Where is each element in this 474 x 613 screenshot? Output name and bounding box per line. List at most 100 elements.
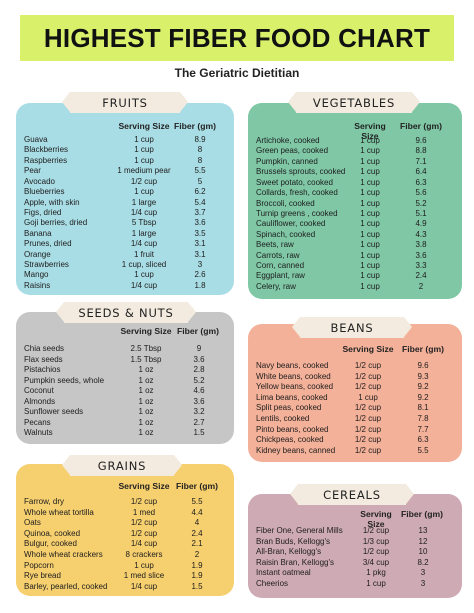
fiber-value: 1.5 bbox=[193, 428, 205, 437]
food-name: Corn, canned bbox=[256, 261, 305, 271]
food-name: Instant oatmeal bbox=[256, 568, 311, 578]
vegetables-label: VEGETABLES bbox=[288, 92, 420, 113]
table-row: Celery, raw 1 cup 2 bbox=[256, 282, 445, 292]
fiber-value: 2 bbox=[194, 549, 200, 559]
food-name: Split peas, cooked bbox=[256, 403, 322, 413]
table-row: Raisins 1/4 cup 1.8 bbox=[24, 281, 220, 291]
food-name: Cheerios bbox=[256, 578, 289, 588]
serving-size: 1 oz bbox=[138, 417, 154, 427]
table-row: Pistachios 1 oz 2.8 bbox=[24, 365, 224, 376]
food-name: Strawberries bbox=[24, 260, 69, 270]
serving-size: 1/2 cup bbox=[130, 528, 158, 538]
food-name: Collards, fresh, cooked bbox=[256, 188, 338, 198]
table-row: Cauliflower, cooked 1 cup 4.9 bbox=[256, 219, 445, 229]
serving-size: 1 cup bbox=[360, 146, 380, 156]
fiber-value: 8.9 bbox=[194, 135, 206, 144]
fiber-value: 3 bbox=[197, 260, 203, 270]
food-name: Banana bbox=[24, 228, 52, 238]
fiber-value: 9.6 bbox=[417, 361, 429, 370]
fiber-value: 6.4 bbox=[415, 167, 427, 177]
food-name: Carrots, raw bbox=[256, 250, 300, 260]
food-name: Chickpeas, cooked bbox=[256, 435, 324, 445]
food-name: Beets, raw bbox=[256, 240, 294, 250]
food-name: Figs, dried bbox=[24, 207, 62, 217]
food-name: Whole wheat crackers bbox=[24, 549, 103, 559]
serving-size: 1/2 cup bbox=[354, 413, 382, 423]
serving-size: 1 cup bbox=[360, 167, 380, 177]
fiber-value: 8 bbox=[197, 145, 203, 155]
serving-size: 1 cup bbox=[134, 135, 154, 144]
food-name: Flax seeds bbox=[24, 354, 63, 364]
serving-size: 1 cup bbox=[360, 271, 380, 281]
fiber-value: 3.6 bbox=[193, 354, 205, 364]
fiber-header: Fiber (gm) bbox=[401, 344, 444, 354]
food-name: Avocado bbox=[24, 176, 55, 186]
serving-size: 1 cup bbox=[134, 560, 154, 570]
food-name: Coconut bbox=[24, 386, 54, 395]
food-table: Farrow, dry 1/2 cup 5.5 Whole wheat tortill… bbox=[24, 497, 222, 592]
serving-size: 5 Tbsp bbox=[131, 218, 157, 228]
table-row: Fiber One, General Mills 1/2 cup 13 bbox=[256, 526, 446, 537]
table-row: Cheerios 1 cup 3 bbox=[256, 579, 446, 590]
serving-size: 1 cup bbox=[360, 250, 380, 260]
fiber-value: 3.6 bbox=[415, 250, 427, 260]
fiber-value: 4.6 bbox=[193, 386, 205, 395]
seeds-nuts-card: Serving Size Fiber (gm) Chia seeds 2.5 Tbsp… bbox=[16, 312, 234, 444]
food-name: Turnip greens , cooked bbox=[256, 208, 338, 218]
food-name: Goji berries, dried bbox=[24, 218, 88, 228]
fiber-value: 2.4 bbox=[191, 528, 203, 538]
serving-size: 1/3 cup bbox=[362, 536, 390, 546]
table-row: Quinoa, cooked 1/2 cup 2.4 bbox=[24, 529, 222, 540]
fiber-value: 6.2 bbox=[194, 187, 206, 197]
fiber-value: 7.7 bbox=[417, 424, 429, 434]
table-row: Lentils, cooked 1/2 cup 7.8 bbox=[256, 414, 448, 425]
fiber-value: 4 bbox=[194, 518, 200, 528]
table-row: Spinach, cooked 1 cup 4.3 bbox=[256, 230, 445, 240]
serving-size: 1 cup bbox=[360, 229, 380, 239]
serving-size: 1/2 cup bbox=[354, 361, 382, 370]
food-name: Sunflower seeds bbox=[24, 407, 84, 416]
table-row: Whole wheat crackers 8 crackers 2 bbox=[24, 550, 222, 561]
serving-size: 1 oz bbox=[138, 428, 154, 437]
fiber-value: 2.8 bbox=[193, 365, 205, 374]
fiber-value: 3.6 bbox=[194, 218, 206, 228]
food-table: Artichoke, cooked 1 cup 9.6 Green peas, coo… bbox=[256, 136, 445, 292]
food-name: Chia seeds bbox=[24, 344, 65, 353]
serving-size: 1/2 cup bbox=[130, 497, 158, 506]
fiber-value: 8.2 bbox=[417, 557, 429, 567]
table-row: Apple, with skin 1 large 5.4 bbox=[24, 198, 220, 208]
serving-size: 1/2 cup bbox=[130, 176, 158, 186]
grains-card: Serving Size Fiber (gm) Farrow, dry 1/2 cup… bbox=[16, 464, 234, 596]
serving-size: 1 cup, sliced bbox=[121, 260, 167, 270]
table-row: Avocado 1/2 cup 5 bbox=[24, 177, 220, 187]
table-row: Pecans 1 oz 2.7 bbox=[24, 418, 224, 429]
fiber-value: 10 bbox=[418, 547, 428, 557]
fiber-value: 3.3 bbox=[415, 261, 427, 271]
table-row: Guava 1 cup 8.9 bbox=[24, 135, 220, 145]
table-row: Strawberries 1 cup, sliced 3 bbox=[24, 260, 220, 270]
fiber-value: 3.1 bbox=[194, 239, 206, 249]
serving-size: 1/2 cup bbox=[130, 518, 158, 528]
food-name: Rye bread bbox=[24, 571, 61, 581]
table-row: Eggplant, raw 1 cup 2.4 bbox=[256, 271, 445, 281]
serving-size: 1 cup bbox=[366, 578, 386, 588]
fiber-value: 2.1 bbox=[191, 539, 203, 549]
fiber-value: 5.5 bbox=[194, 166, 206, 176]
seeds-nuts-label: SEEDS & NUTS bbox=[56, 302, 196, 323]
table-row: Goji berries, dried 5 Tbsp 3.6 bbox=[24, 218, 220, 228]
fiber-value: 3.7 bbox=[194, 207, 206, 217]
serving-size: 1 cup bbox=[360, 281, 380, 291]
food-name: Lentils, cooked bbox=[256, 413, 310, 423]
food-name: Bran Buds, Kellogg's bbox=[256, 536, 331, 546]
food-name: Cauliflower, cooked bbox=[256, 219, 326, 229]
serving-size-header: Serving Size bbox=[118, 481, 170, 491]
page-title: HIGHEST FIBER FOOD CHART bbox=[43, 22, 431, 53]
table-row: Bran Buds, Kellogg's 1/3 cup 12 bbox=[256, 537, 446, 548]
serving-size: 1 cup bbox=[358, 392, 378, 402]
serving-size: 1 medium pear bbox=[117, 166, 171, 176]
fiber-value: 8.1 bbox=[417, 403, 429, 413]
table-row: All-Bran, Kellogg's 1/2 cup 10 bbox=[256, 547, 446, 558]
food-name: Kidney beans, canned bbox=[256, 445, 336, 455]
serving-size: 1 cup bbox=[360, 219, 380, 229]
fiber-value: 8 bbox=[197, 155, 203, 165]
